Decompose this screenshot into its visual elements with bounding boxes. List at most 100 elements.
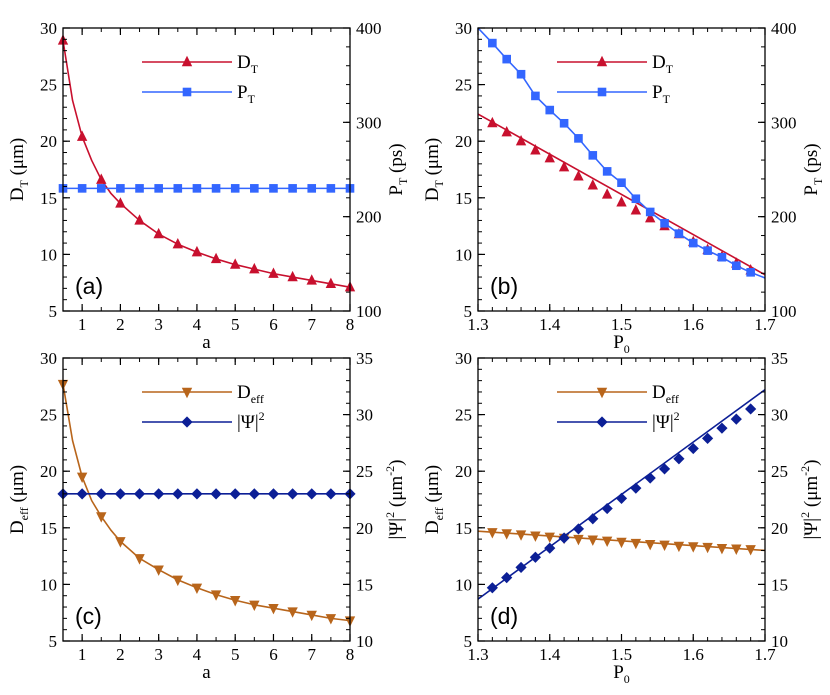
data-point <box>703 246 712 255</box>
data-point <box>688 542 699 553</box>
data-point <box>325 488 337 500</box>
data-point <box>659 540 670 551</box>
data-point <box>95 488 107 500</box>
y-left-tick-label: 25 <box>40 406 57 425</box>
legend-marker <box>596 387 608 399</box>
series-line-1 <box>478 28 765 279</box>
x-tick-label: 5 <box>231 645 240 664</box>
data-point <box>660 218 669 228</box>
data-point <box>587 513 599 525</box>
legend-label: |Ψ|2 <box>237 409 265 433</box>
y-right-tick-label: 200 <box>771 208 797 227</box>
data-point <box>173 184 183 193</box>
x-tick-label: 2 <box>116 645 125 664</box>
legend-item: Deff <box>142 382 264 406</box>
data-point <box>673 541 685 553</box>
data-point <box>268 267 279 278</box>
y-right-tick-label: 20 <box>356 519 373 538</box>
data-point <box>559 118 569 128</box>
x-tick-label: 4 <box>193 315 202 334</box>
data-point <box>644 472 656 484</box>
data-point <box>645 207 655 217</box>
y-right-tick-label: 100 <box>771 302 797 321</box>
data-point <box>515 135 527 146</box>
y-right-tick-label: 200 <box>356 208 382 227</box>
y-left-tick-label: 10 <box>40 575 57 594</box>
data-point <box>630 482 642 494</box>
data-point <box>716 422 728 434</box>
y-left-tick-label: 20 <box>455 132 472 151</box>
data-point <box>616 537 627 549</box>
panel-a: 1 2 3 4 5 6 7 8 5 10 15 20 25 30 100 200 300 400 a DT (μm) P… <box>7 19 410 353</box>
y-left-tick-label: 30 <box>40 349 57 368</box>
legend-item: DT <box>557 52 674 76</box>
x-tick-label: 3 <box>154 645 163 664</box>
y-left-tick-label: 30 <box>40 19 57 38</box>
data-point <box>153 488 165 500</box>
legend-label: DT <box>237 52 259 76</box>
data-point <box>306 488 318 500</box>
series-line-0 <box>63 383 350 622</box>
x-tick-label: 1.7 <box>754 645 776 664</box>
data-point <box>153 565 164 576</box>
y-right-tick-label: 20 <box>771 519 788 538</box>
data-point <box>558 532 570 544</box>
data-point <box>191 245 203 257</box>
data-point <box>488 38 497 48</box>
data-point <box>192 184 202 193</box>
data-point <box>268 603 279 615</box>
y-right-tick-label: 300 <box>356 113 382 132</box>
data-point <box>326 184 336 193</box>
data-point <box>172 238 183 249</box>
data-point <box>287 488 299 500</box>
y-left-tick-label: 5 <box>49 302 58 321</box>
x-tick-label: 1.4 <box>539 315 561 334</box>
data-point <box>730 413 742 425</box>
data-point <box>115 537 126 548</box>
series-line-0 <box>63 40 350 289</box>
x-tick-label: 7 <box>307 645 316 664</box>
y-left-tick-label: 15 <box>40 519 57 538</box>
data-point <box>544 532 555 544</box>
legend-item: PT <box>142 82 256 106</box>
y-right-axis-label: |Ψ|2 (μm-2) <box>798 459 822 539</box>
x-tick-label: 1.3 <box>467 315 488 334</box>
y-left-tick-label: 5 <box>464 302 473 321</box>
data-point <box>645 211 656 223</box>
data-point <box>96 512 107 523</box>
data-point <box>716 543 728 555</box>
x-tick-label: 3 <box>154 315 163 334</box>
y-right-tick-label: 25 <box>356 462 373 481</box>
y-left-tick-label: 10 <box>455 245 472 264</box>
y-left-tick-label: 20 <box>40 462 57 481</box>
data-point <box>745 545 756 556</box>
legend-marker <box>182 87 192 97</box>
legend-label: PT <box>652 82 671 106</box>
y-right-tick-label: 15 <box>771 575 788 594</box>
x-tick-label: 1.5 <box>611 315 632 334</box>
data-point <box>601 536 613 548</box>
y-left-tick-label: 20 <box>455 462 472 481</box>
data-point <box>531 91 540 101</box>
panel-b: 1.3 1.4 1.5 1.6 1.7 5 10 15 20 25 30 100 200 300 400 P0… <box>422 19 825 356</box>
data-point <box>133 488 146 500</box>
y-left-tick-label: 25 <box>455 406 472 425</box>
x-tick-label: 1.6 <box>683 315 704 334</box>
panel-c: 1 2 3 4 5 6 7 8 5 10 15 20 25 30 10 15 20 25 30 35 a Deff (μm… <box>7 349 407 683</box>
data-point <box>501 125 512 137</box>
data-point <box>732 261 741 271</box>
data-point <box>267 488 280 500</box>
y-left-tick-label: 10 <box>40 245 57 264</box>
data-point <box>250 184 259 193</box>
y-right-axis-label: PT (ps) <box>801 143 825 195</box>
data-point <box>230 596 241 607</box>
data-point <box>269 184 278 193</box>
data-point <box>630 538 642 550</box>
data-point <box>210 590 222 601</box>
y-left-tick-label: 5 <box>464 632 473 651</box>
y-left-tick-label: 5 <box>49 632 58 651</box>
panel-d: 1.3 1.4 1.5 1.6 1.7 5 10 15 20 25 30 10 15 20 25 30 35 P0… <box>422 349 822 686</box>
data-point <box>76 130 88 141</box>
data-point <box>601 188 613 199</box>
data-point <box>154 184 163 193</box>
